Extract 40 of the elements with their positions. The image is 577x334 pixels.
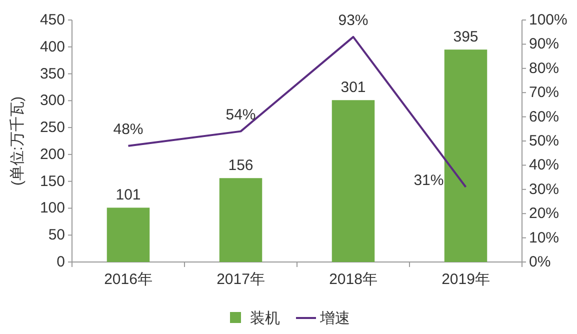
y-tick-label: 400 bbox=[40, 38, 65, 56]
y-tick-label: 50 bbox=[48, 226, 65, 244]
x-tick-label: 2017年 bbox=[216, 271, 265, 288]
data-label: 301 bbox=[340, 79, 366, 96]
y2-tick-label: 0% bbox=[529, 254, 551, 270]
y2-tick-label: 100% bbox=[529, 12, 568, 28]
y2-tick-label: 20% bbox=[529, 205, 560, 222]
y2-tick-label: 50% bbox=[529, 132, 560, 150]
y-tick-label: 100 bbox=[40, 200, 65, 217]
bar bbox=[106, 208, 150, 262]
y-tick-label: 0 bbox=[56, 254, 65, 270]
data-label: 156 bbox=[228, 157, 254, 174]
y2-tick-label: 30% bbox=[529, 180, 560, 198]
x-tick-label: 2019年 bbox=[442, 271, 490, 288]
y-tick-label: 450 bbox=[40, 12, 65, 28]
y2-tick-label: 60% bbox=[529, 108, 560, 126]
y-tick-label: 350 bbox=[40, 65, 65, 82]
y-tick-label: 200 bbox=[40, 146, 65, 163]
y2-tick-label: 80% bbox=[529, 60, 560, 77]
y-tick-label: 300 bbox=[40, 92, 65, 110]
y2-tick-label: 90% bbox=[529, 36, 560, 53]
y2-tick-label: 70% bbox=[529, 84, 560, 102]
bar bbox=[332, 100, 375, 262]
data-label: 31% bbox=[414, 172, 444, 189]
y2-tick-label: 10% bbox=[529, 229, 560, 246]
legend-label: 增速 bbox=[319, 310, 350, 327]
data-label: 48% bbox=[113, 120, 144, 138]
legend-label: 装机 bbox=[250, 310, 280, 327]
y-tick-label: 250 bbox=[40, 119, 65, 136]
bar bbox=[219, 178, 262, 262]
bar bbox=[444, 50, 488, 262]
x-tick-label: 2016年 bbox=[104, 271, 152, 288]
data-label: 93% bbox=[338, 12, 368, 29]
y-tick-label: 150 bbox=[40, 172, 65, 190]
y-axis-title: (单位:万千瓦) bbox=[9, 96, 26, 186]
data-label: 54% bbox=[226, 106, 256, 124]
x-tick-label: 2018年 bbox=[329, 271, 378, 288]
y2-tick-label: 40% bbox=[529, 156, 560, 174]
data-label: 395 bbox=[453, 28, 478, 46]
data-label: 101 bbox=[116, 186, 141, 204]
